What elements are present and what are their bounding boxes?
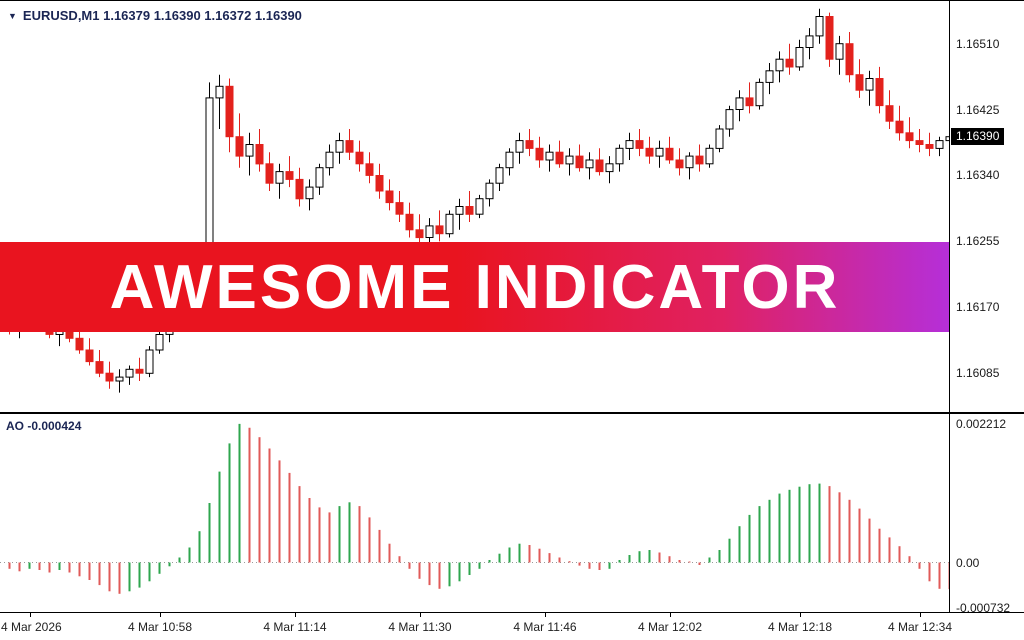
- time-axis-label: 4 Mar 12:18: [767, 620, 833, 634]
- time-axis-label: 4 Mar 12:34: [887, 620, 953, 634]
- time-axis-tick: [800, 613, 801, 617]
- time-axis-tick: [420, 613, 421, 617]
- ao-axis-label: 0.00: [956, 555, 980, 570]
- price-chart-panel: ▼ EURUSD,M1 1.16379 1.16390 1.16372 1.16…: [0, 0, 1024, 414]
- price-axis[interactable]: 1.16390 1.16510 1.16425 1.16340 1.16255 1.16…: [950, 1, 1024, 412]
- time-axis-tick: [30, 613, 31, 617]
- time-axis-tick: [160, 613, 161, 617]
- time-axis-tick: [670, 613, 671, 617]
- price-axis-label: 1.16510: [956, 36, 1000, 51]
- price-axis-label: 1.16340: [956, 168, 1000, 183]
- price-chart[interactable]: ▼ EURUSD,M1 1.16379 1.16390 1.16372 1.16…: [0, 1, 950, 412]
- time-axis-label: 4 Mar 11:14: [263, 620, 327, 634]
- price-axis-label: 1.16085: [956, 366, 1000, 381]
- time-axis-label: 4 Mar 12:02: [637, 620, 703, 634]
- ohlc-header: ▼ EURUSD,M1 1.16379 1.16390 1.16372 1.16…: [8, 8, 302, 23]
- time-axis-label: 4 Mar 10:58: [127, 620, 193, 634]
- current-price-badge: 1.16390: [951, 127, 1005, 145]
- price-axis-label: 1.16170: [956, 300, 1000, 315]
- banner-title: AWESOME INDICATOR: [109, 252, 841, 322]
- time-axis[interactable]: 4 Mar 2026 4 Mar 10:58 4 Mar 11:14 4 Mar 11…: [0, 613, 1024, 640]
- ao-axis-label: -0.000732: [956, 601, 1011, 612]
- time-axis-label: 4 Mar 11:46: [513, 620, 577, 634]
- chart-dropdown-icon[interactable]: ▼: [8, 10, 17, 21]
- time-axis-label: 4 Mar 2026: [1, 620, 62, 634]
- time-axis-tick: [295, 613, 296, 617]
- ao-axis[interactable]: 0.002212 0.00 -0.000732: [950, 414, 1024, 612]
- symbol-ohlc-text: EURUSD,M1 1.16379 1.16390 1.16372 1.1639…: [22, 8, 302, 23]
- ao-axis-label: 0.002212: [956, 416, 1007, 431]
- time-axis-tick: [920, 613, 921, 617]
- price-axis-label: 1.16255: [956, 234, 1000, 249]
- candlestick-chart[interactable]: [0, 1, 950, 412]
- price-axis-label: 1.16425: [956, 102, 1000, 117]
- time-axis-tick: [545, 613, 546, 617]
- time-axis-label: 4 Mar 11:30: [388, 620, 452, 634]
- ao-histogram[interactable]: [0, 414, 950, 612]
- ao-indicator-panel: AO -0.000424 0.002212 0.00 -0.000732: [0, 414, 1024, 613]
- ao-panel[interactable]: AO -0.000424: [0, 414, 950, 612]
- awesome-indicator-banner: AWESOME INDICATOR: [0, 242, 949, 332]
- ao-value-label: AO -0.000424: [6, 419, 82, 433]
